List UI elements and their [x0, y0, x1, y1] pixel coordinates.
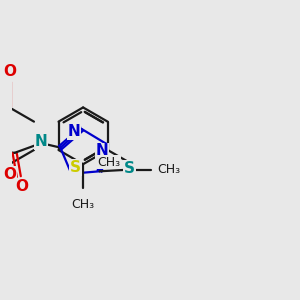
Text: CH₃: CH₃: [98, 156, 121, 169]
Text: N: N: [68, 124, 80, 140]
Text: S: S: [124, 161, 135, 176]
Text: O: O: [15, 179, 28, 194]
Text: CH₃: CH₃: [158, 164, 181, 176]
Text: H: H: [41, 133, 49, 143]
Text: N: N: [35, 134, 48, 149]
Text: O: O: [3, 167, 16, 182]
Text: S: S: [70, 160, 81, 175]
Text: N: N: [95, 143, 108, 158]
Text: O: O: [3, 64, 16, 80]
Text: CH₃: CH₃: [71, 198, 95, 211]
